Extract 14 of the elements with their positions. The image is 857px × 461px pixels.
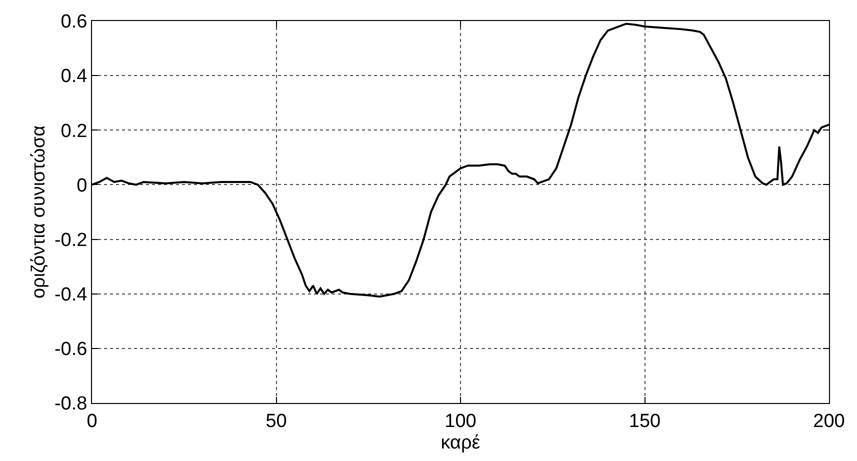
y-tick-label: 0.4 xyxy=(60,66,88,88)
y-tick-label: 0.6 xyxy=(60,12,88,33)
y-tick-label: -0.4 xyxy=(54,284,88,306)
y-tick-label: 0.2 xyxy=(60,120,88,142)
x-tick-label: 100 xyxy=(444,410,476,432)
x-tick-label: 200 xyxy=(813,410,845,432)
y-axis-title: οριζόντια συνιστώσα xyxy=(28,125,50,299)
y-tick-label: -0.6 xyxy=(54,339,88,360)
x-axis-title: καρέ xyxy=(440,432,481,454)
y-tick-label: -0.2 xyxy=(54,230,88,251)
y-tick-label: -0.8 xyxy=(54,394,88,415)
x-tick-label: 150 xyxy=(628,410,661,432)
y-tick-label: 0 xyxy=(76,175,88,196)
x-tick-label: 50 xyxy=(266,410,287,432)
